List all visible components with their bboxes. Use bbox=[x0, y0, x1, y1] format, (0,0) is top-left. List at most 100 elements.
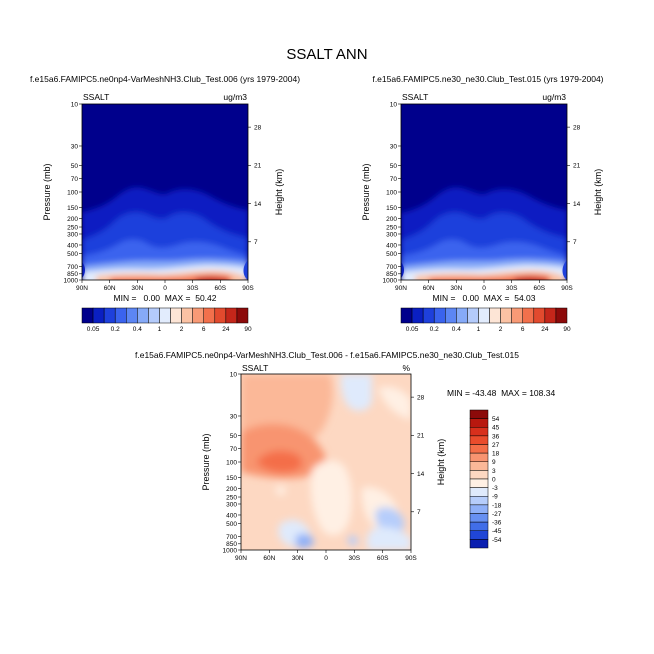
panel-diff-colorbar-label: -18 bbox=[492, 502, 502, 509]
panel-left-colorbar-label: 6 bbox=[202, 326, 206, 333]
panel-diff-colorbar-swatch bbox=[469, 530, 489, 540]
panel-left-ylabel-right: Height (km) bbox=[274, 169, 284, 216]
panel-left-ytick-label: 50 bbox=[71, 163, 79, 170]
panel-diff-units: % bbox=[402, 363, 410, 373]
panel-right-title: f.e15a6.FAMIPC5.ne30_ne30.Club_Test.015 … bbox=[372, 74, 603, 84]
panel-left-colorbar-swatch bbox=[148, 307, 160, 324]
panel-left-colorbar-swatch bbox=[81, 307, 94, 324]
panel-right-colorbar-swatch bbox=[456, 307, 468, 324]
panel-right-colorbar-swatch bbox=[555, 307, 568, 324]
panel-diff-xtick-label: 60S bbox=[377, 555, 389, 562]
panel-left-colorbar-swatch bbox=[203, 307, 216, 324]
panel-diff-colorbar-swatch bbox=[469, 478, 489, 488]
panel-diff-colorbar-label: 45 bbox=[492, 425, 500, 432]
panel-diff-colorbar-label: 3 bbox=[492, 468, 496, 475]
panel-diff-axes: 1030507010015020025030040050070085010009… bbox=[223, 371, 425, 562]
panel-right-colorbar-label: 0.05 bbox=[406, 326, 419, 333]
panel-left-stats: MIN = 0.00 MAX = 50.42 bbox=[114, 293, 217, 303]
panel-right-xtick-label: 60S bbox=[534, 285, 546, 292]
panel-right-xtick-label: 60N bbox=[423, 285, 435, 292]
panel-left-xtick-label: 60S bbox=[215, 285, 227, 292]
panel-diff-colorbar-label: 0 bbox=[492, 476, 496, 483]
panel-right-colorbar: 0.05 0.2 0.4 1 2 6 24 90 bbox=[400, 307, 571, 333]
panel-right-colorbar-label: 24 bbox=[541, 326, 549, 333]
panel-right-ytick-label: 1000 bbox=[383, 277, 398, 284]
panel-diff-colorbar-label: -45 bbox=[492, 528, 502, 535]
panel-left-ytick-right-label: 14 bbox=[254, 201, 262, 208]
panel-left-colorbar-label: 0.05 bbox=[87, 326, 100, 333]
panel-diff-colorbar-swatch bbox=[469, 470, 489, 480]
panel-diff-colorbar-swatch bbox=[469, 504, 489, 514]
panel-left-ylabel: Pressure (mb) bbox=[42, 163, 52, 220]
panel-diff-ytick-label: 10 bbox=[230, 371, 238, 378]
panel-right: f.e15a6.FAMIPC5.ne30_ne30.Club_Test.015 … bbox=[361, 74, 604, 333]
panel-right-ytick-label: 150 bbox=[386, 205, 397, 212]
panel-diff-colorbar-swatch bbox=[469, 487, 489, 497]
panel-left-axes: 1030507010015020025030040050070085010009… bbox=[64, 101, 262, 292]
panel-left-colorbar-label: 2 bbox=[180, 326, 184, 333]
panel-right-colorbar-swatch bbox=[544, 307, 557, 324]
panel-left-ytick-label: 300 bbox=[67, 231, 78, 238]
panel-diff-colorbar-label: -54 bbox=[492, 537, 502, 544]
panel-diff-ytick-label: 30 bbox=[230, 413, 238, 420]
panel-diff-colorbar-label: 36 bbox=[492, 433, 500, 440]
panel-right-colorbar-swatch bbox=[489, 307, 501, 324]
panel-diff-stats: MIN = -43.48 MAX = 108.34 bbox=[447, 388, 555, 398]
panel-right-colorbar-swatch bbox=[533, 307, 546, 324]
panel-diff-colorbar-swatch bbox=[469, 435, 489, 445]
panel-right-colorbar-swatch bbox=[433, 307, 446, 324]
panel-diff-colorbar-label: 54 bbox=[492, 416, 500, 423]
panel-diff-title: f.e15a6.FAMIPC5.ne0np4-VarMeshNH3.Club_T… bbox=[135, 350, 519, 360]
panel-diff-ytick-right-label: 14 bbox=[417, 471, 425, 478]
panel-diff-ytick-label: 250 bbox=[226, 494, 237, 501]
panel-diff-colorbar-swatch bbox=[469, 496, 489, 506]
panel-left-colorbar-swatch bbox=[159, 307, 171, 324]
panel-left-title: f.e15a6.FAMIPC5.ne0np4-VarMeshNH3.Club_T… bbox=[30, 74, 300, 84]
panel-right-units: ug/m3 bbox=[542, 92, 566, 102]
panel-left-ytick-label: 100 bbox=[67, 189, 78, 196]
panel-left-ytick-label: 850 bbox=[67, 271, 78, 278]
panel-right-ylabel-right: Height (km) bbox=[593, 169, 603, 216]
panel-left-colorbar-swatch bbox=[192, 307, 204, 324]
panel-right-ytick-right-label: 14 bbox=[573, 201, 581, 208]
panel-left-xtick-label: 90N bbox=[76, 285, 88, 292]
panel-left-colorbar-swatch bbox=[126, 307, 138, 324]
panel-diff-colorbar-swatch bbox=[469, 452, 489, 462]
panel-right-colorbar-label: 2 bbox=[499, 326, 503, 333]
panel-left-colorbar-swatch bbox=[103, 307, 116, 324]
panel-diff-ytick-label: 70 bbox=[230, 446, 238, 453]
panel-right-field bbox=[401, 104, 567, 280]
panel-right-colorbar-swatch bbox=[478, 307, 490, 324]
panel-right-ylabel: Pressure (mb) bbox=[361, 163, 371, 220]
panel-diff-ytick-label: 300 bbox=[226, 501, 237, 508]
panel-diff-colorbar-swatch bbox=[469, 427, 489, 437]
panel-right-colorbar-swatch bbox=[467, 307, 479, 324]
panel-right-ytick-label: 100 bbox=[386, 189, 397, 196]
panel-left-xtick-label: 30N bbox=[131, 285, 143, 292]
panel-left-ytick-label: 10 bbox=[71, 101, 79, 108]
panel-left-variable: SSALT bbox=[83, 92, 109, 102]
panel-right-ytick-label: 250 bbox=[386, 224, 397, 231]
panel-diff-field bbox=[241, 374, 411, 550]
panel-diff-colorbar-swatch bbox=[469, 461, 489, 471]
panel-diff-xtick-label: 30S bbox=[349, 555, 361, 562]
panel-diff-colorbar-swatch bbox=[469, 521, 489, 531]
panel-diff-colorbar-swatch bbox=[469, 418, 489, 428]
panel-left-xtick-label: 60N bbox=[104, 285, 116, 292]
panel-left-ytick-label: 150 bbox=[67, 205, 78, 212]
panel-left-ytick-right-label: 21 bbox=[254, 163, 262, 170]
panel-right-colorbar-swatch bbox=[422, 307, 435, 324]
panel-right-colorbar-swatch bbox=[500, 307, 512, 324]
panel-left-xtick-label: 90S bbox=[242, 285, 254, 292]
panel-left-colorbar-label: 0.2 bbox=[111, 326, 120, 333]
panel-diff-ylabel: Pressure (mb) bbox=[201, 433, 211, 490]
panel-right-stats: MIN = 0.00 MAX = 54.03 bbox=[433, 293, 536, 303]
panel-left-xtick-label: 30S bbox=[187, 285, 199, 292]
panel-left-ytick-right-label: 7 bbox=[254, 239, 258, 246]
panel-left-colorbar-label: 24 bbox=[222, 326, 230, 333]
panel-left-ytick-right-label: 28 bbox=[254, 125, 262, 132]
panel-diff-ytick-label: 50 bbox=[230, 433, 238, 440]
panel-diff-xtick-label: 90N bbox=[235, 555, 247, 562]
panel-diff-ylabel-right: Height (km) bbox=[436, 439, 446, 486]
